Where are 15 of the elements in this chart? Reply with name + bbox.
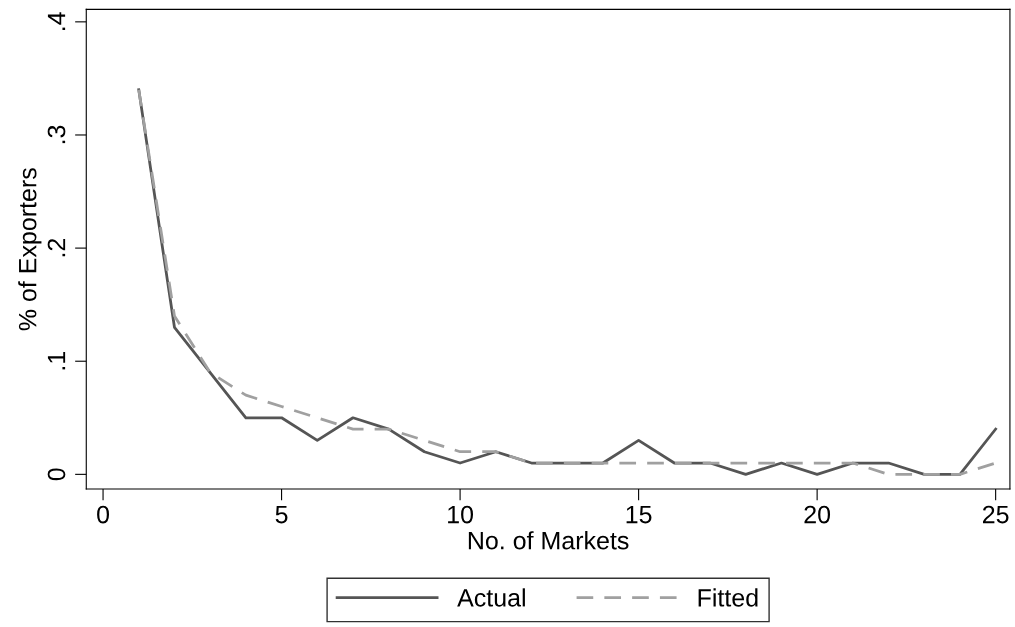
y-tick-label: .3 — [47, 125, 66, 144]
x-tick-label: 0 — [97, 505, 110, 524]
y-tick-label: .4 — [47, 12, 66, 30]
legend-label: Actual — [457, 588, 525, 607]
y-axis-title: % of Exporters — [18, 168, 42, 331]
x-tick-label: 15 — [626, 505, 652, 524]
x-axis-title: No. of Markets — [468, 531, 629, 550]
y-tick-label: .2 — [47, 238, 66, 257]
y-tick-label: .1 — [47, 352, 66, 370]
x-tick-label: 5 — [275, 505, 288, 524]
y-tick-label: 0 — [47, 468, 66, 481]
legend-label: Fitted — [698, 588, 758, 607]
x-tick-label: 10 — [448, 505, 474, 524]
x-tick-label: 20 — [804, 505, 831, 524]
x-tick-label: 25 — [983, 505, 1009, 524]
